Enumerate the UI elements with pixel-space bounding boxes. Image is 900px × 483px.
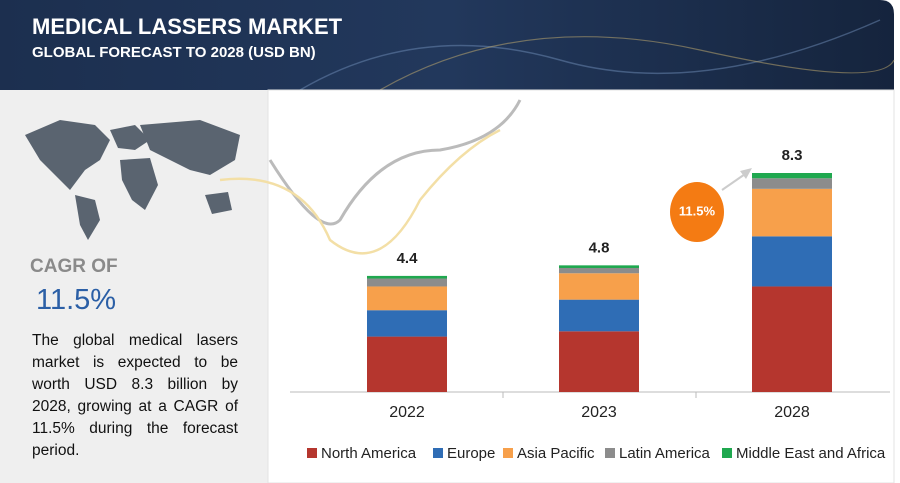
total-label: 8.3	[782, 147, 803, 164]
legend-label: Middle East and Africa	[736, 445, 886, 462]
cagr-bubble-label: 11.5%	[679, 203, 716, 218]
cagr-arrow-head	[740, 168, 752, 179]
x-tick-label: 2022	[389, 404, 425, 421]
legend-label: North America	[321, 445, 417, 462]
header-band	[0, 0, 894, 90]
bar-segment	[752, 178, 832, 189]
bar-segment	[559, 299, 639, 332]
subtitle: GLOBAL FORECAST TO 2028 (USD BN)	[32, 44, 316, 61]
bar-segment	[559, 267, 639, 274]
legend-swatch	[433, 448, 443, 458]
bar-segment	[752, 188, 832, 237]
bar-segment	[559, 331, 639, 392]
legend-label: Asia Pacific	[517, 445, 595, 462]
legend-swatch	[307, 448, 317, 458]
legend-label: Latin America	[619, 445, 711, 462]
cagr-label: CAGR OF	[30, 256, 118, 277]
bar-segment	[367, 286, 447, 311]
decor	[219, 128, 501, 255]
cagr-value: 11.5%	[36, 284, 117, 316]
x-tick-label: 2023	[581, 404, 617, 421]
bar-segment	[752, 173, 832, 179]
bar-segment	[559, 265, 639, 268]
decor	[299, 19, 881, 91]
title: MEDICAL LASSERS MARKET	[32, 14, 343, 39]
total-label: 4.8	[589, 239, 610, 256]
legend-swatch	[605, 448, 615, 458]
world-map	[25, 120, 240, 240]
bar-segment	[367, 278, 447, 287]
bar-segment	[752, 236, 832, 287]
bar-segment	[367, 336, 447, 392]
bar-segment	[752, 286, 832, 392]
legend-swatch	[722, 448, 732, 458]
description: The global medical lasers market is expe…	[32, 332, 238, 459]
x-tick-label: 2028	[774, 404, 810, 421]
legend-label: Europe	[447, 445, 495, 462]
cagr-bubble	[670, 182, 724, 242]
decor	[379, 36, 895, 91]
decor	[268, 99, 522, 226]
bar-segment	[367, 310, 447, 337]
total-label: 4.4	[397, 250, 419, 267]
bar-segment	[367, 275, 447, 279]
bar-segment	[559, 273, 639, 300]
legend-swatch	[503, 448, 513, 458]
